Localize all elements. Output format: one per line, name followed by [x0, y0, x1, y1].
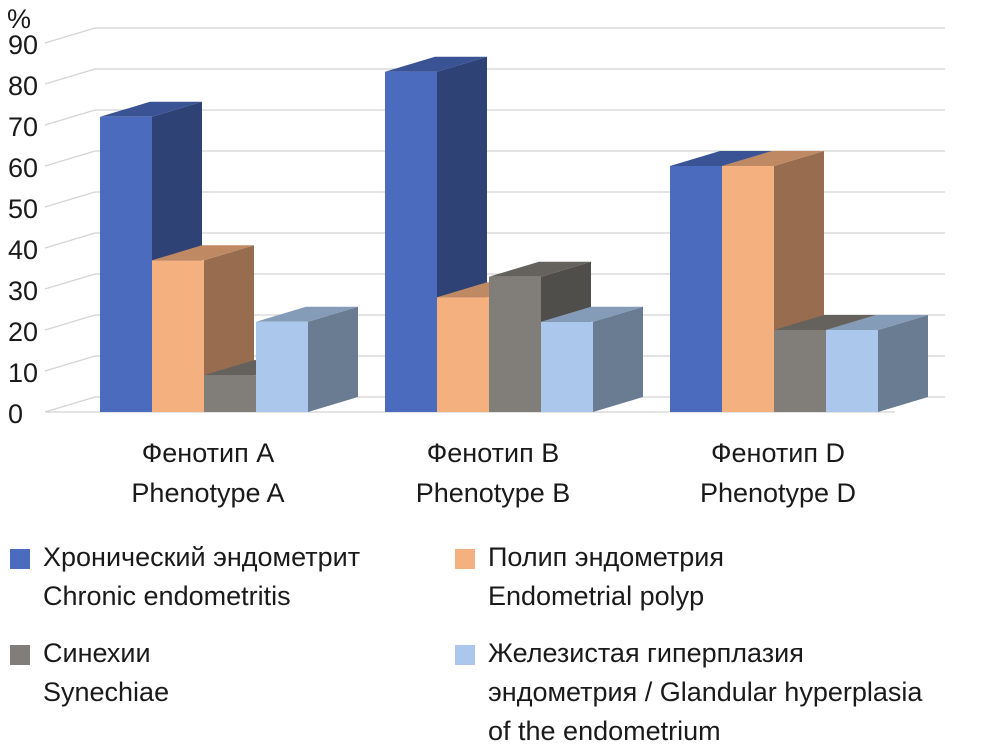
bar: [826, 315, 928, 412]
category-label-en: Phenotype D: [700, 478, 856, 508]
legend-swatch: [455, 645, 475, 665]
gridline-diagonal: [44, 232, 96, 249]
bar-front: [100, 116, 152, 413]
y-tick-label: 20: [8, 317, 38, 347]
bar-top: [670, 151, 772, 166]
category-label-en: Phenotype B: [416, 478, 571, 508]
bar-front: [774, 330, 826, 412]
bar-top: [826, 315, 928, 330]
y-tick-label: 70: [8, 112, 38, 142]
bar-side: [593, 306, 643, 412]
legend-label-ru: Железистая гиперплазия: [488, 638, 804, 668]
legend: Хронический эндометрит Chronic endometri…: [0, 530, 990, 755]
legend-item-synechiae: Синехии Synechiae: [10, 634, 169, 712]
legend-swatch: [10, 549, 30, 569]
y-tick-label: 10: [8, 358, 38, 388]
bar: [256, 306, 358, 412]
legend-item-endometrial-polyp: Полип эндометрия Endometrial polyp: [455, 538, 724, 616]
category-labels: Фенотип A Phenotype A Фенотип B Phenotype B…: [131, 438, 856, 508]
gridline-diagonal: [44, 396, 96, 413]
bar-front: [204, 375, 256, 412]
bar-front: [541, 321, 593, 412]
y-tick-label: 80: [8, 71, 38, 101]
y-axis-ticks: 0 10 20 30 40 50 60 70 80 90: [8, 30, 38, 429]
gridline-diagonal: [44, 150, 96, 167]
bar-front: [826, 330, 878, 412]
y-tick-label: 30: [8, 276, 38, 306]
legend-label-en: Endometrial polyp: [488, 581, 705, 611]
y-tick-label: 40: [8, 235, 38, 265]
bar-front: [152, 260, 204, 412]
legend-label-en-cont: of the endometrium: [488, 716, 721, 746]
bar-top: [722, 151, 824, 166]
category-label-en: Phenotype A: [131, 478, 284, 508]
bar-front: [256, 321, 308, 412]
legend-label-ru: Синехии: [43, 638, 151, 668]
y-tick-label: 0: [8, 399, 23, 429]
bar: [541, 306, 643, 412]
bar-chart: 0 10 20 30 40 50 60 70 80 90 Фенотип A Phenotype A…: [7, 4, 945, 508]
gridline-diagonal: [44, 68, 96, 85]
bar-top: [152, 245, 254, 261]
category-label-ru: Фенотип D: [711, 438, 845, 468]
bar-front: [670, 166, 722, 412]
legend-swatch: [455, 549, 475, 569]
bar-top: [100, 101, 202, 117]
gridline-diagonal: [44, 191, 96, 208]
bar-top: [489, 261, 591, 277]
gridline-diagonal: [44, 355, 96, 372]
legend-label-en: эндометрия / Glandular hyperplasia: [488, 677, 923, 707]
bar-front: [385, 71, 437, 412]
gridline-diagonal: [44, 273, 96, 290]
legend-label-ru: Полип эндометрия: [488, 542, 725, 572]
bar-top: [256, 306, 358, 322]
legend-label-ru: Хронический эндометрит: [43, 542, 361, 572]
y-tick-label: 90: [8, 30, 38, 60]
legend-label-en: Synechiae: [43, 677, 170, 707]
y-tick-label: 60: [8, 153, 38, 183]
bar-front: [489, 276, 541, 412]
bar-top: [541, 306, 643, 322]
y-axis-unit: %: [7, 4, 31, 34]
bar-front: [437, 297, 489, 412]
gridline-diagonal: [44, 109, 96, 126]
bars: [100, 56, 928, 413]
bar-side: [308, 306, 358, 412]
gridline-diagonal: [44, 27, 96, 44]
legend-item-chronic-endometritis: Хронический эндометрит Chronic endometri…: [10, 538, 360, 616]
y-tick-label: 50: [8, 194, 38, 224]
gridline-diagonal: [44, 314, 96, 331]
bar-top: [774, 315, 876, 330]
legend-swatch: [10, 645, 30, 665]
legend-label-en: Chronic endometritis: [43, 581, 291, 611]
bar-side: [878, 315, 928, 412]
category-label-ru: Фенотип A: [142, 438, 274, 468]
legend-item-glandular-hyperplasia: Железистая гиперплазия эндометрия / Glan…: [455, 634, 922, 751]
category-label-ru: Фенотип B: [427, 438, 559, 468]
bar-front: [722, 166, 774, 412]
bar-top: [385, 56, 487, 72]
